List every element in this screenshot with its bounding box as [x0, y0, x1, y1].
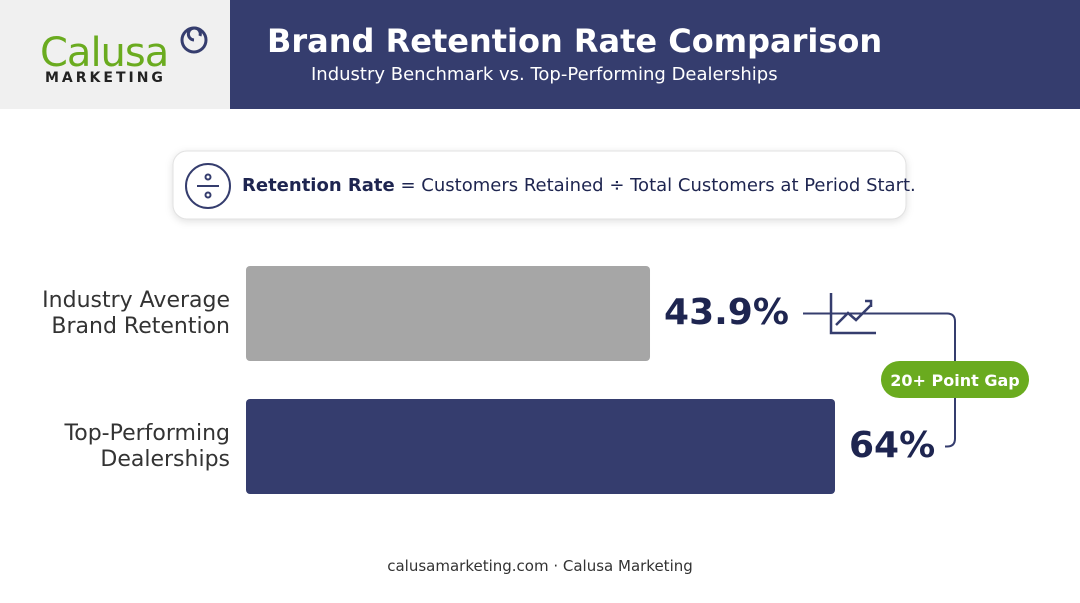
annotation: 20+ Point Gap — [890, 371, 1019, 390]
value-label: 64% — [849, 425, 936, 466]
formula-definition: = Customers Retained ÷ Total Customers a… — [400, 175, 916, 196]
chart-subtitle: Industry Benchmark vs. Top-Performing De… — [311, 64, 778, 85]
annotation-pill — [881, 361, 1029, 398]
bar-icon — [1010, 423, 1066, 470]
chart-title: Brand Retention Rate Comparison — [267, 22, 883, 60]
bar — [246, 266, 651, 361]
value-label: 43.9% — [664, 292, 789, 333]
category-label: Industry Average Brand Retention — [42, 288, 230, 339]
logo-name: Calusa — [40, 30, 169, 76]
formula-box — [172, 150, 907, 220]
formula-term: Retention Rate — [242, 175, 395, 196]
header-bar — [230, 0, 1080, 109]
logo-panel — [0, 0, 230, 109]
footer: calusamarketing.com · Calusa Marketing — [387, 557, 693, 575]
bar — [246, 399, 835, 494]
bars: 20+ Point Gap — [246, 266, 1066, 494]
category-label: Top-Performing Dealerships — [64, 421, 230, 472]
divide-icon — [185, 163, 231, 209]
logo-shell — [180, 26, 208, 54]
logo-tagline: MARKETING — [45, 70, 166, 86]
